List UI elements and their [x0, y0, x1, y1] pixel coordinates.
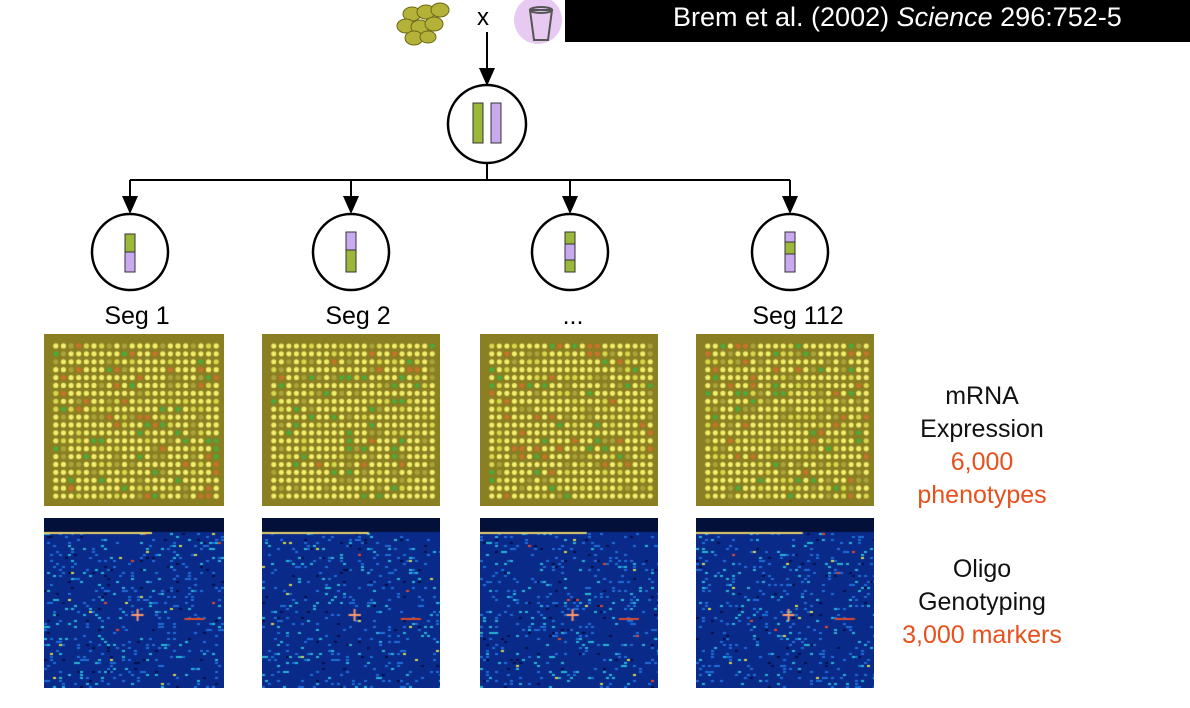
segregant-label-2: Seg 2	[325, 302, 391, 330]
purple-chromosome	[490, 102, 502, 144]
cross-symbol: x	[477, 4, 489, 31]
expression-count: 6,000	[950, 448, 1014, 476]
citation-pages: 296:752-5	[992, 2, 1122, 32]
genotyping-array-2	[262, 518, 440, 688]
diploid-circle	[446, 83, 528, 165]
segregant-label-1: Seg 1	[104, 302, 170, 330]
expression-array-3	[480, 334, 658, 506]
citation-authors: Brem et al. (2002)	[673, 2, 897, 32]
expression-line1: mRNA	[945, 382, 1019, 410]
genotyping-line1: Oligo	[952, 555, 1012, 583]
citation-journal: Science	[896, 2, 993, 32]
genotyping-array-3	[480, 518, 658, 688]
lineage-diagram	[90, 32, 830, 292]
expression-unit: phenotypes	[917, 481, 1047, 509]
expression-array-2	[262, 334, 440, 506]
green-chromosome	[472, 102, 484, 144]
genotyping-array-1	[44, 518, 224, 688]
expression-caption: mRNA Expression 6,000 phenotypes	[872, 380, 1092, 512]
expression-array-4	[696, 334, 874, 506]
expression-line2: Expression	[920, 415, 1044, 443]
lab-strain-icon	[514, 0, 562, 44]
genotyping-array-4	[696, 518, 874, 688]
genotyping-caption: Oligo Genotyping 3,000 markers	[872, 553, 1092, 652]
segregant-label-3: ...	[562, 302, 584, 330]
segregant-label-4: Seg 112	[752, 302, 844, 330]
citation-banner: Brem et al. (2002) Science 296:752-5	[565, 0, 1190, 42]
genotyping-line2: Genotyping	[918, 588, 1046, 616]
grapes-icon	[396, 2, 450, 46]
genotyping-count: 3,000 markers	[902, 621, 1062, 649]
expression-array-1	[44, 334, 224, 506]
